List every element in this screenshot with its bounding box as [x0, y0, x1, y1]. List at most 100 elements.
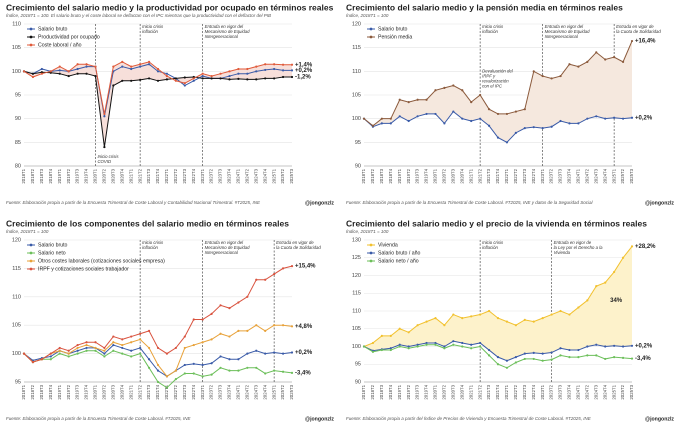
note-text: 34% [610, 298, 623, 304]
data-point [550, 125, 553, 128]
y-tick-label: 85 [15, 140, 21, 146]
data-point [281, 63, 285, 66]
chart-subtitle: Índice, 2018T1 = 100. El salario bruto y… [6, 12, 271, 18]
data-point [487, 309, 491, 313]
data-point [76, 349, 79, 352]
legend-label: Coste laboral / año [38, 42, 82, 48]
data-point [121, 79, 124, 82]
data-point [425, 112, 428, 116]
data-point [103, 349, 106, 352]
data-point [514, 131, 517, 134]
data-point [425, 343, 428, 346]
data-point [147, 358, 151, 361]
y-tick-label: 115 [12, 266, 21, 272]
x-tick-label: 2024T3 [593, 384, 598, 399]
data-point [434, 317, 437, 320]
end-label: +1,4% [295, 62, 313, 68]
data-point [559, 347, 562, 350]
data-point [130, 335, 133, 338]
data-point [121, 65, 124, 68]
data-point [219, 304, 222, 307]
data-point [174, 369, 177, 372]
data-point [479, 313, 482, 316]
data-point [470, 101, 473, 104]
x-tick-label: 2021T4 [495, 168, 500, 183]
data-point [398, 115, 401, 118]
x-tick-label: 2024T1 [236, 384, 241, 399]
data-point [407, 347, 410, 350]
data-point [470, 315, 473, 318]
x-tick-label: 2023T2 [209, 384, 214, 399]
x-tick-label: 2023T2 [549, 168, 554, 183]
x-tick-label: 2022T2 [513, 168, 518, 183]
data-point [94, 349, 97, 352]
data-point [183, 372, 186, 375]
data-point [246, 329, 249, 332]
x-tick-label: 2019T1 [57, 384, 62, 399]
data-point [443, 86, 446, 89]
y-tick-label: 110 [352, 69, 361, 75]
data-point [273, 67, 276, 71]
data-point [85, 343, 88, 347]
x-tick-label: 2022T1 [504, 168, 509, 183]
data-point [398, 98, 401, 101]
x-tick-label: 2020T2 [442, 168, 447, 183]
data-point [407, 119, 410, 123]
data-point [586, 299, 589, 302]
data-point [94, 65, 97, 68]
data-point [290, 63, 294, 66]
data-point [479, 117, 482, 120]
x-tick-label: 2023T1 [200, 168, 205, 183]
data-point [165, 352, 169, 355]
x-tick-label: 2023T2 [549, 384, 554, 399]
data-point [85, 346, 88, 350]
data-point [630, 116, 634, 119]
data-point [434, 341, 437, 345]
x-tick-label: 2022T2 [173, 384, 178, 399]
data-point [49, 352, 52, 355]
data-point [67, 349, 70, 352]
end-label: +0,2% [295, 350, 313, 356]
x-tick-label: 2020T1 [433, 384, 438, 399]
data-point [541, 359, 544, 362]
annotation-text: Inicio crisis [482, 24, 504, 29]
data-point [130, 341, 133, 344]
data-point [630, 39, 634, 43]
data-point [264, 352, 267, 355]
chart-title: Crecimiento de los componentes del salar… [6, 218, 289, 228]
data-point [398, 345, 401, 348]
data-point [201, 375, 204, 378]
chart-subtitle: Índice, 2018T1 = 100 [346, 228, 389, 234]
x-tick-label: 2022T1 [164, 384, 169, 399]
y-tick-label: 100 [352, 116, 361, 122]
data-point [67, 70, 70, 73]
data-point [586, 60, 589, 63]
x-tick-label: 2024T4 [262, 384, 267, 399]
source-note: Fuente: Elaboración propia a partir de l… [6, 200, 261, 205]
x-tick-label: 2021T3 [146, 384, 151, 399]
x-tick-label: 2021T1 [128, 168, 133, 183]
x-tick-label: 2021T1 [468, 168, 473, 183]
data-point [112, 335, 115, 338]
x-tick-label: 2019T1 [397, 168, 402, 183]
x-tick-label: 2024T2 [584, 384, 589, 399]
data-point [237, 358, 240, 361]
data-point [290, 325, 294, 328]
x-tick-label: 2025T1 [271, 384, 276, 399]
annotation-text: inflación [482, 245, 498, 250]
data-point [577, 306, 580, 309]
legend-marker [29, 259, 33, 263]
legend-marker [29, 43, 33, 47]
data-point [273, 369, 276, 372]
annotation-text: Entrada en vigor de [276, 240, 314, 245]
data-point [621, 345, 625, 348]
x-tick-label: 2018T2 [30, 168, 35, 183]
x-tick-label: 2024T2 [244, 168, 249, 183]
data-point [630, 245, 634, 248]
x-tick-label: 2018T2 [370, 384, 375, 399]
data-point [85, 65, 88, 68]
data-point [273, 324, 276, 327]
data-point [219, 332, 222, 335]
data-point [532, 357, 535, 361]
data-point [586, 354, 589, 357]
